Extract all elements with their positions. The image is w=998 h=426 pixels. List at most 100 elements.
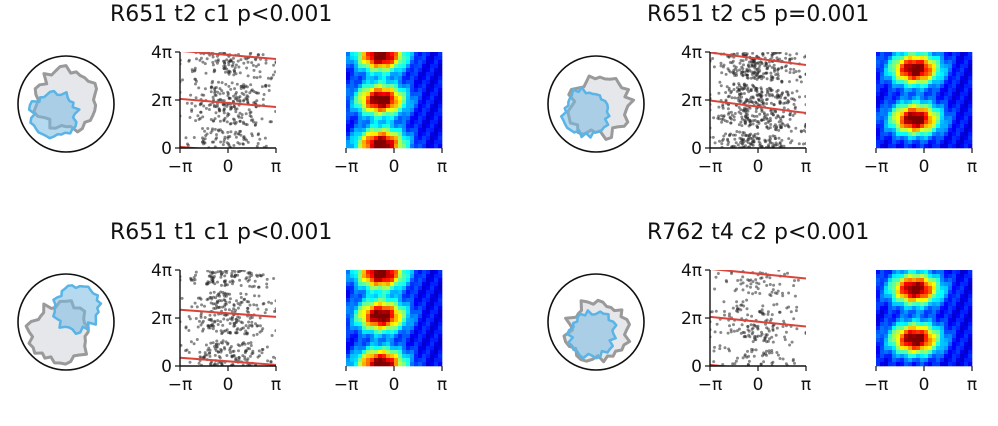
heatmap-cell bbox=[944, 56, 949, 61]
scatter-point bbox=[789, 141, 792, 145]
heatmap-cell bbox=[904, 278, 909, 283]
heatmap-cell bbox=[952, 286, 957, 291]
heatmap-cell bbox=[880, 310, 885, 315]
heatmap-cell bbox=[948, 354, 953, 359]
heatmap-cell bbox=[904, 112, 909, 117]
heatmap-cell bbox=[410, 318, 415, 323]
heatmap-cell bbox=[896, 72, 901, 77]
heatmap-cell bbox=[912, 64, 917, 69]
heatmap-cell bbox=[924, 350, 929, 355]
heatmap-cell bbox=[414, 302, 419, 307]
heatmap-cell bbox=[398, 334, 403, 339]
heatmap-cell bbox=[398, 120, 403, 125]
heatmap-cell bbox=[908, 96, 913, 101]
heatmap-cell bbox=[880, 270, 885, 275]
heatmap-cell bbox=[952, 334, 957, 339]
heatmap-cell bbox=[948, 100, 953, 105]
heatmap-cell bbox=[346, 338, 351, 343]
heatmap-cell bbox=[944, 80, 949, 85]
heatmap-cell bbox=[422, 358, 427, 363]
scatter-point bbox=[249, 344, 253, 347]
heatmap-cell bbox=[394, 302, 399, 307]
heatmap-cell bbox=[964, 72, 969, 77]
heatmap-cell bbox=[912, 362, 917, 367]
heatmap-cell bbox=[426, 88, 431, 93]
scatter-point bbox=[215, 54, 219, 58]
heatmap-cell bbox=[438, 278, 443, 283]
heatmap-cell bbox=[876, 112, 881, 117]
heatmap-cell bbox=[418, 302, 423, 307]
heatmap-cell bbox=[430, 318, 435, 323]
heatmap-cell bbox=[912, 342, 917, 347]
heatmap-cell bbox=[896, 294, 901, 299]
scatter-point bbox=[229, 87, 233, 91]
heatmap-cell bbox=[948, 290, 953, 295]
heatmap-cell bbox=[382, 274, 387, 279]
scatter-point bbox=[211, 79, 215, 83]
heatmap-cell bbox=[418, 306, 423, 311]
heatmap-cell bbox=[390, 294, 395, 299]
heatmap-cell bbox=[386, 104, 391, 109]
heatmap-cell bbox=[916, 96, 921, 101]
scatter-point bbox=[743, 353, 747, 357]
scatter-point bbox=[745, 83, 749, 87]
heatmap-cell bbox=[406, 346, 411, 351]
scatter-point bbox=[219, 275, 223, 279]
scatter-point bbox=[257, 63, 261, 67]
heatmap-cell bbox=[908, 298, 913, 303]
heatmap-cell bbox=[422, 124, 427, 129]
heatmap-cell bbox=[350, 270, 355, 275]
heatmap-cell bbox=[438, 56, 443, 61]
scatter-point bbox=[803, 55, 806, 59]
heatmap-cell bbox=[394, 116, 399, 121]
heatmap-cell bbox=[884, 112, 889, 117]
heatmap-cell bbox=[904, 290, 909, 295]
heatmap-cell bbox=[430, 108, 435, 113]
scatter-point bbox=[256, 307, 260, 311]
heatmap-cell bbox=[964, 64, 969, 69]
heatmap-cell bbox=[350, 334, 355, 339]
heatmap-cell bbox=[378, 52, 383, 57]
heatmap-cell bbox=[434, 52, 439, 57]
heatmap-cell bbox=[378, 350, 383, 355]
heatmap-cell bbox=[414, 270, 419, 275]
heatmap-cell bbox=[354, 278, 359, 283]
scatter-point bbox=[244, 350, 248, 353]
scatter-point bbox=[794, 70, 798, 73]
heatmap-cell bbox=[350, 112, 355, 117]
heatmap-cell bbox=[956, 136, 961, 141]
heatmap-cell bbox=[378, 274, 383, 279]
scatter-point bbox=[234, 72, 238, 76]
scatter-point bbox=[741, 300, 745, 304]
heatmap-cell bbox=[892, 80, 897, 85]
scatter-point bbox=[751, 340, 755, 344]
scatter-point bbox=[747, 333, 751, 337]
scatter-point bbox=[227, 59, 231, 63]
heatmap-cell bbox=[952, 342, 957, 347]
scatter-point bbox=[758, 103, 762, 107]
scatter-point bbox=[250, 285, 254, 289]
scatter-point bbox=[778, 282, 782, 286]
scatter-point bbox=[252, 68, 256, 72]
scatter-point bbox=[768, 116, 772, 120]
heatmap-cell bbox=[928, 294, 933, 299]
heatmap-cell bbox=[350, 88, 355, 93]
scatter-point bbox=[217, 292, 221, 296]
heatmap-cell bbox=[410, 72, 415, 77]
heatmap-cell bbox=[944, 322, 949, 327]
heatmap-cell bbox=[410, 338, 415, 343]
heatmap-cell bbox=[398, 290, 403, 295]
scatter-point bbox=[771, 94, 775, 98]
heatmap-cell bbox=[414, 350, 419, 355]
heatmap-cell bbox=[968, 116, 973, 121]
heatmap-cell bbox=[430, 128, 435, 133]
heatmap-cell bbox=[876, 60, 881, 65]
heatmap-cell bbox=[434, 112, 439, 117]
scatter-point bbox=[743, 331, 746, 335]
heatmap-cell bbox=[952, 290, 957, 295]
heatmap-cell bbox=[418, 270, 423, 275]
scatter-point bbox=[223, 137, 226, 141]
scatter-point bbox=[236, 141, 240, 145]
heatmap-cell bbox=[888, 120, 893, 125]
scatter-point bbox=[770, 351, 774, 355]
